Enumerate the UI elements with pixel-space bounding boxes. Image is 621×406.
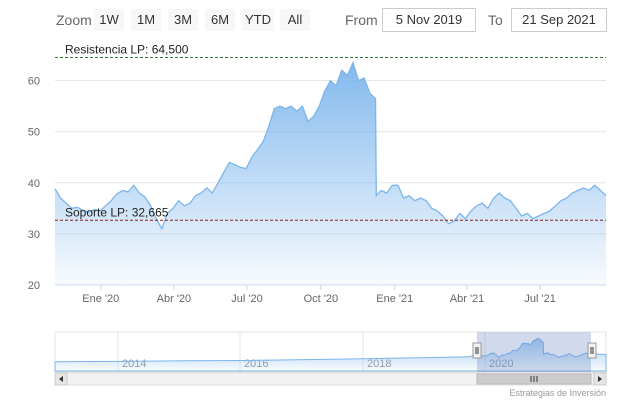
x-tick-label: Jul '20 xyxy=(231,293,262,305)
scrollbar[interactable] xyxy=(54,372,607,386)
price-line xyxy=(54,60,607,231)
navigator-handle-right[interactable] xyxy=(587,342,597,359)
x-tick-label: Oct '20 xyxy=(304,293,339,305)
y-tick-label: 20 xyxy=(28,280,40,292)
x-tick-label: Ene '21 xyxy=(376,293,413,305)
from-date-input[interactable]: 5 Nov 2019 xyxy=(382,8,476,32)
y-tick-label: 30 xyxy=(28,229,40,241)
resistance-label: Resistencia LP: 64,500 xyxy=(65,43,189,57)
zoom-button-3m[interactable]: 3M xyxy=(168,9,198,31)
price-area xyxy=(55,62,606,286)
range-selector-toolbar: Zoom 1W 1M 3M 6M YTD All From 5 Nov 2019… xyxy=(0,0,621,40)
zoom-button-1w[interactable]: 1W xyxy=(94,9,124,31)
x-axis: Ene '20 Abr '20 Jul '20 Oct '20 Ene '21 Abr '… xyxy=(82,285,556,305)
zoom-button-all[interactable]: All xyxy=(280,9,310,31)
navigator-handle-left[interactable] xyxy=(472,342,482,359)
zoom-button-ytd[interactable]: YTD xyxy=(242,9,274,31)
y-tick-label: 50 xyxy=(28,127,40,139)
chart-credit: Estrategias de Inversión xyxy=(509,388,606,398)
x-tick-label: Abr '21 xyxy=(450,293,485,305)
zoom-label: Zoom xyxy=(56,12,92,28)
navigator[interactable]: 2014201620182020 xyxy=(54,331,607,373)
x-tick-label: Ene '20 xyxy=(82,293,119,305)
zoom-button-1m[interactable]: 1M xyxy=(131,9,161,31)
arrow-left-icon xyxy=(59,376,63,382)
y-tick-label: 40 xyxy=(28,178,40,190)
y-tick-label: 60 xyxy=(28,76,40,88)
arrow-right-icon xyxy=(598,376,602,382)
to-label: To xyxy=(488,12,503,28)
from-label: From xyxy=(345,12,378,28)
x-tick-label: Jul '21 xyxy=(524,293,555,305)
to-date-input[interactable]: 21 Sep 2021 xyxy=(511,8,607,32)
y-axis: 20 30 40 50 60 xyxy=(28,76,40,292)
navigator-selection[interactable] xyxy=(477,332,591,372)
zoom-button-6m[interactable]: 6M xyxy=(205,9,235,31)
navigator-area xyxy=(54,337,607,372)
support-label: Soporte LP: 32,665 xyxy=(65,205,169,219)
x-tick-label: Abr '20 xyxy=(157,293,192,305)
